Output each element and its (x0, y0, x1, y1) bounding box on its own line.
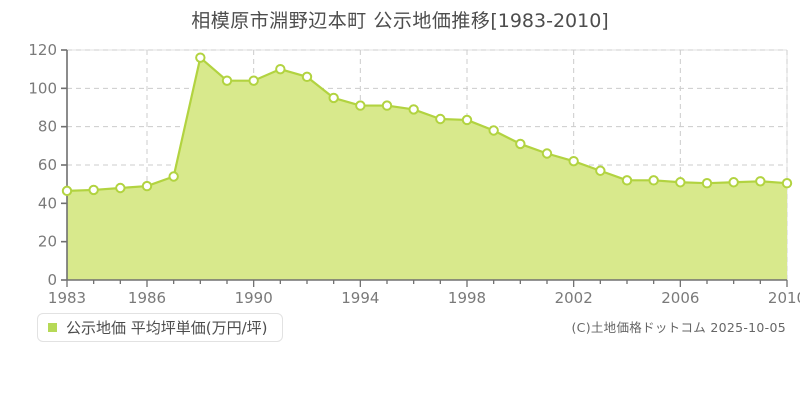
chart-title-range: [1983-2010] (490, 10, 609, 32)
chart-plot-area: 0 20 40 60 80 100 120 1983 1986 1990 1994 1998 2002 2… (28, 41, 800, 307)
svg-text:1994: 1994 (341, 289, 379, 307)
svg-text:40: 40 (38, 194, 57, 212)
svg-text:2006: 2006 (661, 289, 699, 307)
svg-text:80: 80 (38, 118, 57, 136)
chart-legend: 公示地価 平均坪単価(万円/坪) (37, 313, 283, 342)
svg-text:1986: 1986 (128, 289, 166, 307)
svg-text:2002: 2002 (555, 289, 593, 307)
svg-text:20: 20 (38, 233, 57, 251)
legend-label: 公示地価 平均坪単価(万円/坪) (66, 319, 268, 337)
chart-title-text: 相模原市淵野辺本町 公示地価推移 (191, 10, 491, 32)
svg-text:120: 120 (28, 41, 57, 59)
copyright-credit: (C)土地価格ドットコム 2025-10-05 (571, 320, 786, 335)
svg-text:1983: 1983 (48, 289, 86, 307)
svg-text:0: 0 (47, 271, 57, 289)
svg-text:100: 100 (28, 79, 57, 97)
svg-text:60: 60 (38, 156, 57, 174)
legend-swatch-icon (48, 323, 57, 332)
svg-text:1990: 1990 (235, 289, 273, 307)
svg-text:1998: 1998 (448, 289, 486, 307)
chart-title: 相模原市淵野辺本町 公示地価推移[1983-2010] (0, 6, 800, 33)
svg-text:2010: 2010 (768, 289, 800, 307)
